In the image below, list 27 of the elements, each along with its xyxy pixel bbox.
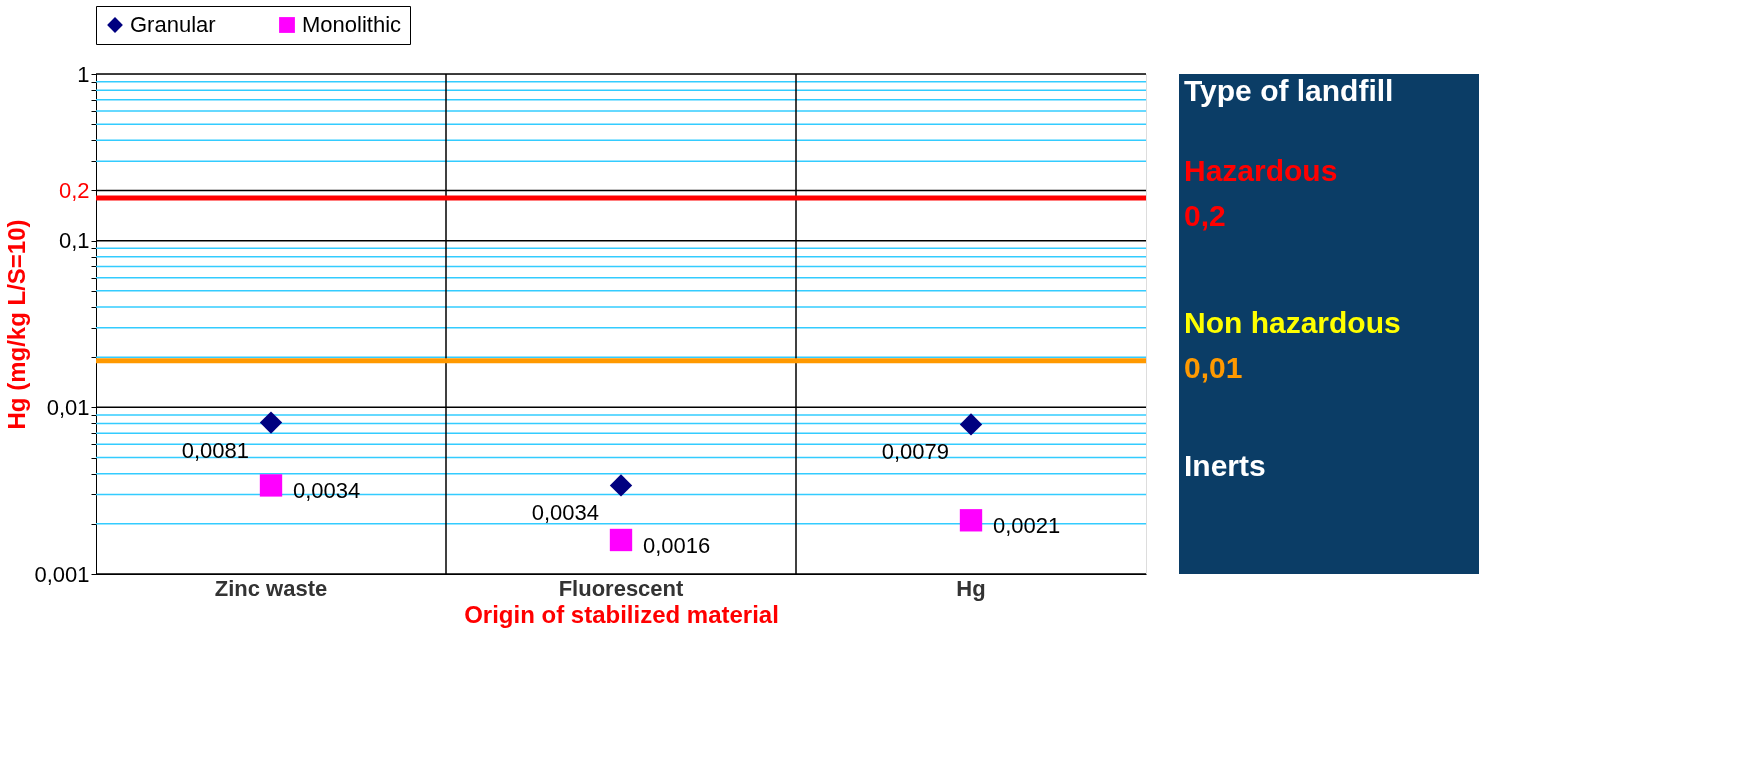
y-tick-label: 0,2 <box>58 177 90 203</box>
point <box>259 411 283 434</box>
x-tick-label: Zinc waste <box>214 575 328 601</box>
data-label: 0,0034 <box>531 500 599 526</box>
y-tick-label: 0,01 <box>46 394 90 420</box>
point <box>959 509 983 532</box>
y-tick-label: 0,1 <box>58 228 90 254</box>
point <box>259 474 283 497</box>
legend-label: Granular <box>130 12 216 37</box>
y-tick-label: 1 <box>77 61 90 87</box>
point <box>609 528 633 552</box>
y-tick-label: 0,001 <box>34 561 90 587</box>
text: 0,01 <box>1184 350 1243 384</box>
text: Non hazardous <box>1184 306 1401 339</box>
legend-label: Monolithic <box>302 12 402 37</box>
x-axis-title: Origin of stabilized material <box>464 600 779 628</box>
y-axis-title: Hg (mg/kg L/S=10) <box>3 219 31 430</box>
point <box>609 474 633 497</box>
data-label: 0,0016 <box>643 532 711 558</box>
text: Type of landfill <box>1184 73 1394 107</box>
x-tick-label: Hg <box>956 575 986 601</box>
text: Hazardous <box>1184 154 1338 188</box>
text: Inerts <box>1184 448 1266 482</box>
text: 0,2 <box>1184 198 1226 232</box>
x-tick-label: Fluorescent <box>558 575 685 601</box>
point <box>959 413 983 436</box>
data-label: 0,0081 <box>181 437 249 463</box>
